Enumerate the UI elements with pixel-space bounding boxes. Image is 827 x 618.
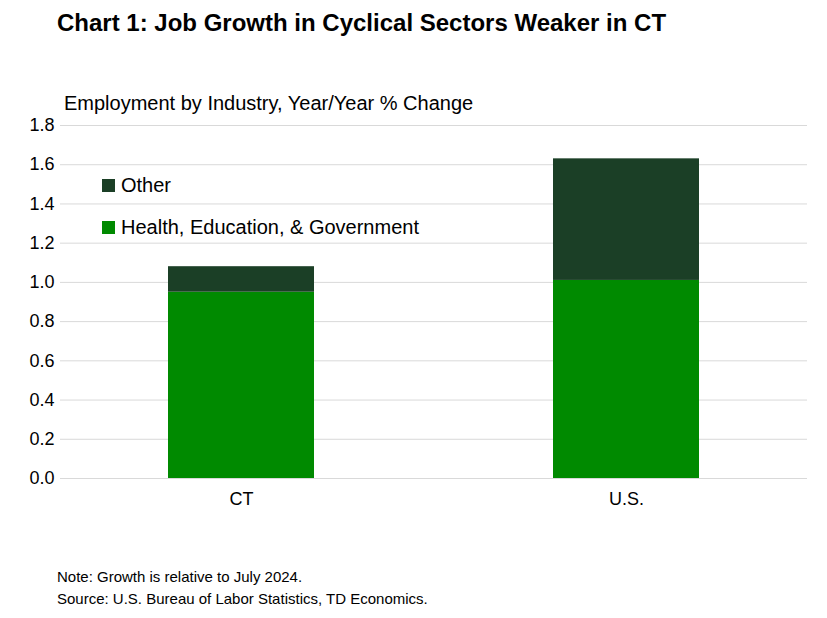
svg-text:0.4: 0.4 [29,390,54,410]
svg-text:1.6: 1.6 [29,154,54,174]
html-text:Other: Other [121,173,171,196]
svg-text:1.4: 1.4 [29,194,54,214]
svg-text:1.8: 1.8 [29,115,54,135]
html-text:Note: Growth is relative to Ju: Note: Growth is relative to July 2024. [57,568,303,585]
svg-text:CT: CT [230,489,254,509]
html-text:Employment by Industry, Year/Y: Employment by Industry, Year/Year % Chan… [64,92,474,114]
html-text:Source: U.S. Bureau of Labor S: Source: U.S. Bureau of Labor Statistics,… [57,590,428,607]
svg-text:U.S.: U.S. [609,489,644,509]
svg-text:1.0: 1.0 [29,272,54,292]
svg-text:0.6: 0.6 [29,351,54,371]
svg-text:0.0: 0.0 [29,468,54,488]
svg-text:1.2: 1.2 [29,233,54,253]
html-text:Chart 1: Job Growth in Cyclica: Chart 1: Job Growth in Cyclical Sectors … [57,9,666,36]
svg-text:0.2: 0.2 [29,429,54,449]
html-text:Health, Education, & Governmen: Health, Education, & Government [121,215,419,238]
svg-text:0.8: 0.8 [29,311,54,331]
